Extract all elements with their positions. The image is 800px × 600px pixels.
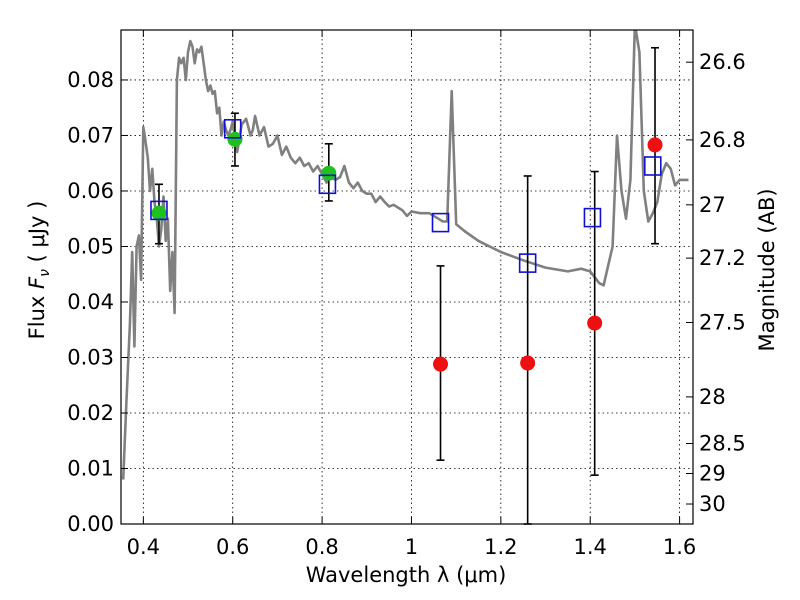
plot-frame (120, 29, 694, 525)
model-flux-marker (518, 253, 537, 273)
y-tick-label: 0.00 (67, 512, 114, 536)
x-tick-label: 1 (405, 535, 418, 559)
x-tick-label: 1.6 (663, 535, 696, 559)
observed-flux-point (321, 165, 337, 181)
model-flux-marker (643, 156, 662, 176)
observed-flux-point (647, 137, 663, 153)
y2-tick-label: 30 (699, 492, 726, 516)
y-axis-label-suffix: ( μJy ) (25, 201, 49, 269)
x-tick-label: 0.4 (127, 535, 160, 559)
y-axis-label-subscript: ν (37, 269, 53, 277)
model-flux-marker (583, 207, 602, 228)
y2-tick-label: 26.8 (699, 128, 746, 152)
x-axis-label: Wavelength λ (μm) (306, 563, 507, 587)
model-flux-marker (318, 174, 337, 195)
observed-flux-point (227, 131, 243, 147)
x-tick-label: 1.2 (484, 535, 517, 559)
y-axis-label-symbol: F (25, 276, 49, 289)
y2-tick-label: 29 (699, 461, 726, 485)
y2-tick-label: 26.6 (699, 50, 746, 74)
y-tick-label: 0.03 (67, 345, 114, 369)
y-axis-label-prefix: Flux (25, 289, 49, 339)
y2-tick-label: 27 (699, 193, 726, 217)
model-spectrum (121, 30, 689, 480)
model-spectrum-line (121, 30, 689, 480)
data-markers (150, 119, 663, 372)
y-tick-label: 0.04 (67, 290, 114, 314)
x-tick-label: 0.6 (216, 535, 249, 559)
model-flux-marker (150, 200, 168, 221)
y2-tick-label: 28.5 (699, 432, 746, 456)
y2-tick-label: 28 (699, 385, 726, 409)
observed-flux-point (520, 355, 536, 371)
y-tick-label: 0.06 (67, 179, 114, 203)
y-axis-label: Flux Fν ( μJy ) (25, 201, 53, 340)
x-tick-label: 1.4 (574, 535, 607, 559)
observed-flux-point (151, 205, 167, 221)
y2-tick-label: 27.2 (699, 246, 746, 270)
y-tick-label: 0.02 (67, 401, 114, 425)
y2-tick-label: 27.5 (699, 311, 746, 335)
axes: 0.4 0.6 0.8 1 1.2 1.4 1.6 0.00 0.01 0.02 0.03 0.04 0… (67, 30, 746, 559)
observed-flux-point (433, 356, 449, 372)
observed-flux-point (587, 315, 603, 331)
y-tick-label: 0.01 (67, 456, 114, 480)
right-axis-label: Magnitude (AB) (755, 188, 779, 351)
y-tick-label: 0.08 (67, 68, 114, 92)
y-tick-label: 0.07 (67, 123, 114, 147)
model-flux-marker (223, 119, 242, 139)
x-tick-label: 0.8 (305, 535, 338, 559)
y-tick-label: 0.05 (67, 234, 114, 258)
model-flux-marker (431, 212, 450, 233)
